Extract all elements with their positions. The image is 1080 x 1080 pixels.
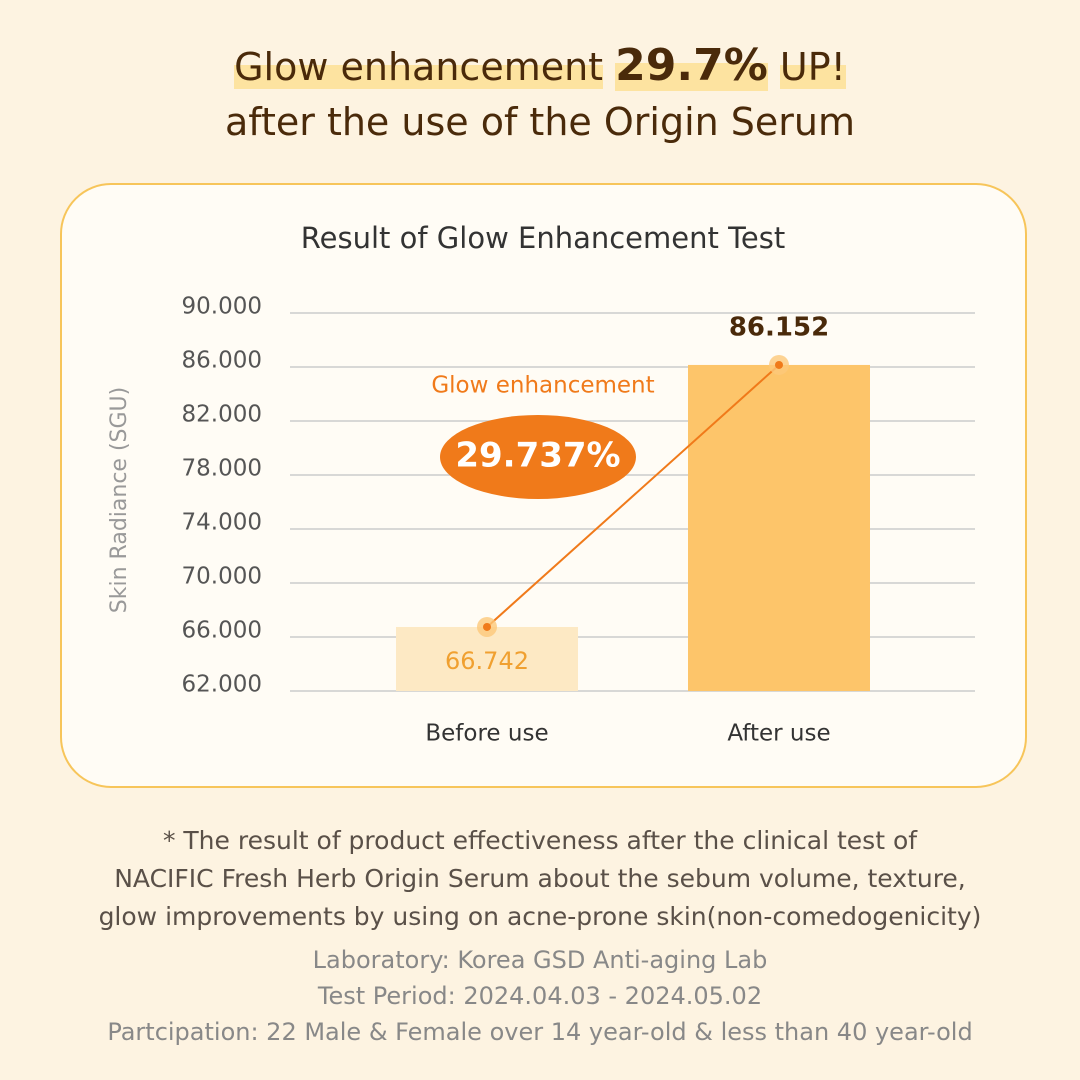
y-axis-label: Skin Radiance (SGU) xyxy=(107,387,132,613)
disclaimer-line: glow improvements by using on acne-prone… xyxy=(98,902,982,931)
y-tick-label: 66.000 xyxy=(182,618,262,644)
y-tick-label: 82.000 xyxy=(182,402,262,428)
x-tick-label: After use xyxy=(727,721,830,747)
disclaimer: * The result of product effectiveness af… xyxy=(0,822,1080,936)
point xyxy=(483,622,491,631)
disclaimer-line: NACIFIC Fresh Herb Origin Serum about th… xyxy=(114,864,966,893)
x-tick-label: Before use xyxy=(425,721,548,747)
y-tick-label: 78.000 xyxy=(182,456,262,482)
y-tick-label: 86.000 xyxy=(182,348,262,374)
data-label: 86.152 xyxy=(729,313,829,343)
bar xyxy=(396,626,578,691)
annotation-badge xyxy=(440,415,636,499)
annotation-value: 29.737% xyxy=(455,436,620,476)
headline-text: Glow enhancement xyxy=(234,45,604,89)
lab-line: Partcipation: 22 Male & Female over 14 y… xyxy=(107,1018,973,1046)
lab-line: Laboratory: Korea GSD Anti-aging Lab xyxy=(312,946,768,974)
y-tick-label: 90.000 xyxy=(182,294,262,320)
bar xyxy=(688,364,870,691)
headline-highlight: 29.7% xyxy=(615,40,768,91)
y-tick-label: 74.000 xyxy=(182,510,262,536)
annotation-label: Glow enhancement xyxy=(431,373,654,399)
point xyxy=(775,360,783,369)
y-tick-label: 70.000 xyxy=(182,564,262,590)
headline-text: UP! xyxy=(779,45,846,89)
headline: Glow enhancement 29.7% UP! xyxy=(0,40,1080,91)
chart-title: Result of Glow Enhancement Test xyxy=(301,221,785,255)
lab-info: Laboratory: Korea GSD Anti-aging Lab Test… xyxy=(0,942,1080,1050)
disclaimer-line: * The result of product effectiveness af… xyxy=(162,826,918,855)
lab-line: Test Period: 2024.04.03 - 2024.05.02 xyxy=(317,982,763,1010)
data-label: 66.742 xyxy=(445,647,529,675)
headline-line2: after the use of the Origin Serum xyxy=(224,100,856,144)
trend-line xyxy=(486,364,780,628)
y-tick-label: 62.000 xyxy=(182,672,262,698)
